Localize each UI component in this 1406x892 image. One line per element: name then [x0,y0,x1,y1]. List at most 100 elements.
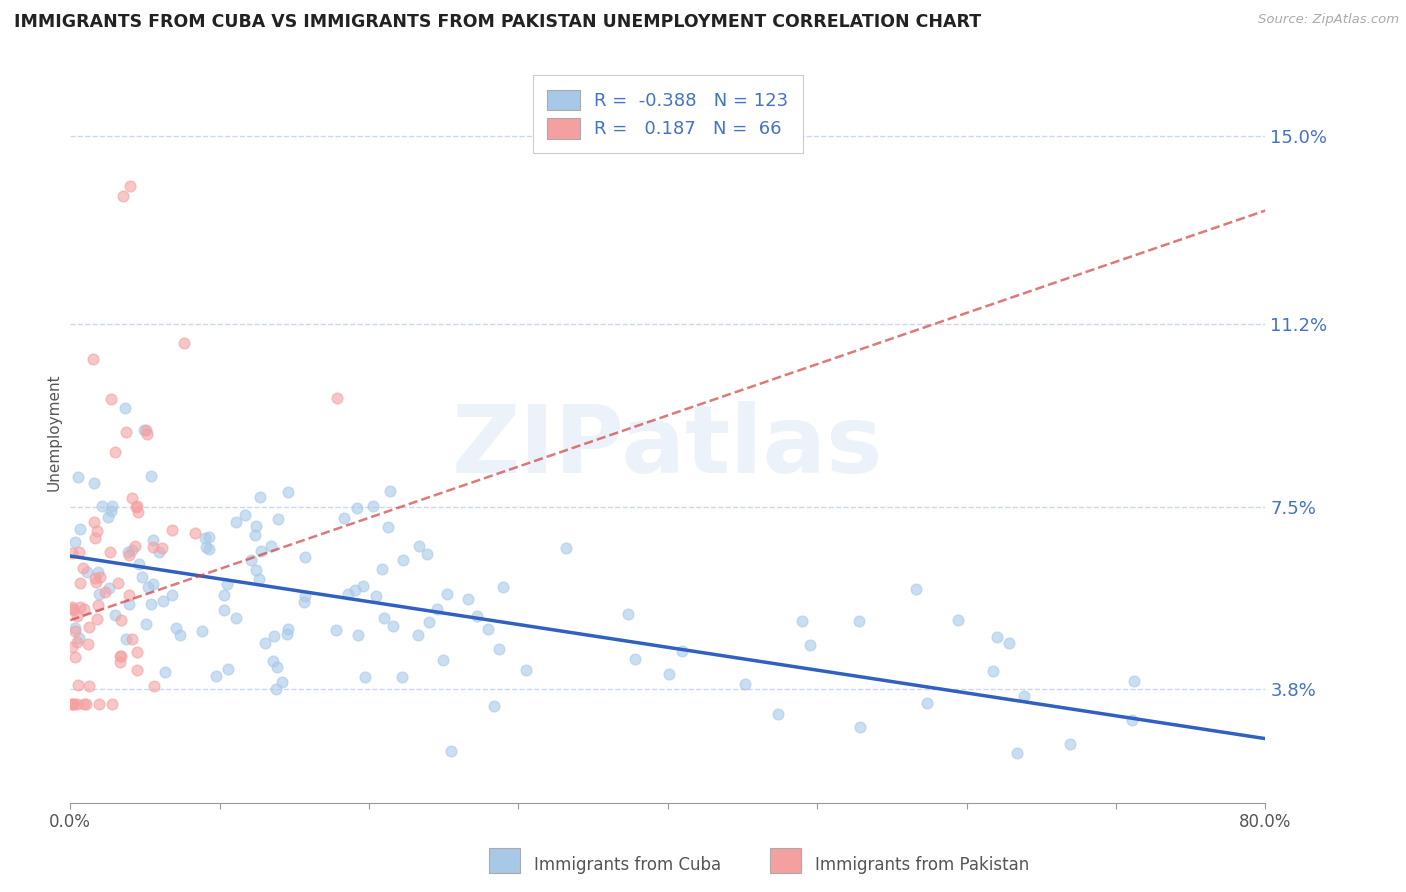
Point [141,469,163,483]
Point [212,602,235,616]
Point [249,490,271,504]
Point [142,679,165,693]
Point [271,675,294,690]
Point [121,632,143,647]
Point [277,622,299,636]
Point [127,663,149,677]
Point [366,589,388,603]
Point [197,530,219,544]
Point [90,499,112,513]
Point [766,707,789,722]
Point [79,620,101,634]
Point [142,540,165,554]
Point [134,423,156,437]
Point [391,670,413,684]
Point [426,602,449,616]
Point [72,602,94,616]
Point [66,609,89,624]
Point [337,587,360,601]
Point [986,631,1008,645]
Point [391,553,413,567]
Point [60,546,83,560]
Point [1005,747,1028,761]
Point [135,423,157,437]
Point [1012,689,1035,703]
Point [114,401,136,415]
Point [60,697,83,711]
Point [264,681,287,696]
Point [69,600,91,615]
Point [173,335,195,350]
Point [276,627,298,641]
Point [155,665,177,680]
Point [117,544,139,558]
Point [67,678,90,692]
Text: Immigrants from Pakistan: Immigrants from Pakistan [815,856,1029,874]
Point [245,518,267,533]
Point [352,579,374,593]
Point [150,541,173,555]
Text: IMMIGRANTS FROM CUBA VS IMMIGRANTS FROM PAKISTAN UNEMPLOYMENT CORRELATION CHART: IMMIGRANTS FROM CUBA VS IMMIGRANTS FROM … [14,13,981,31]
Point [294,595,316,609]
Point [86,612,108,626]
Point [89,697,111,711]
Point [60,697,83,711]
Point [121,491,143,505]
Point [63,650,86,665]
Point [84,571,107,585]
Point [408,539,430,553]
Point [616,607,638,622]
Point [142,577,165,591]
Point [416,547,439,561]
Point [245,528,267,542]
Point [165,621,187,635]
Text: ZIPatlas: ZIPatlas [453,401,883,493]
Point [1059,737,1081,751]
Point [77,679,100,693]
Point [343,583,366,598]
Point [120,178,141,193]
Point [294,549,316,564]
Point [792,615,814,629]
Point [267,512,290,526]
Point [110,648,132,663]
Point [848,614,870,628]
Point [326,391,349,405]
Point [69,576,91,591]
Point [169,628,191,642]
Point [245,563,267,577]
Point [260,539,283,553]
Point [253,636,276,650]
Point [63,624,86,639]
Point [380,483,402,498]
Point [87,587,110,601]
Point [131,570,153,584]
Point [406,628,429,642]
Point [82,351,104,366]
Point [127,505,149,519]
Point [118,597,141,611]
Point [218,662,240,676]
Point [67,470,90,484]
Point [75,697,97,711]
Point [118,588,141,602]
Point [160,588,183,602]
Point [263,629,285,643]
Point [86,565,108,579]
Point [67,632,90,646]
Point [135,617,157,632]
Point [125,500,148,514]
Point [108,656,131,670]
Legend: R =  -0.388   N = 123, R =   0.187   N =  66: R = -0.388 N = 123, R = 0.187 N = 66 [533,75,803,153]
Text: Source: ZipAtlas.com: Source: ZipAtlas.com [1258,13,1399,27]
Point [915,696,938,710]
Point [432,653,454,667]
Point [658,667,681,681]
Point [97,581,120,595]
Point [734,677,756,691]
Point [100,504,122,518]
Point [69,522,91,536]
Point [488,641,510,656]
Point [215,577,238,591]
Point [84,531,107,545]
